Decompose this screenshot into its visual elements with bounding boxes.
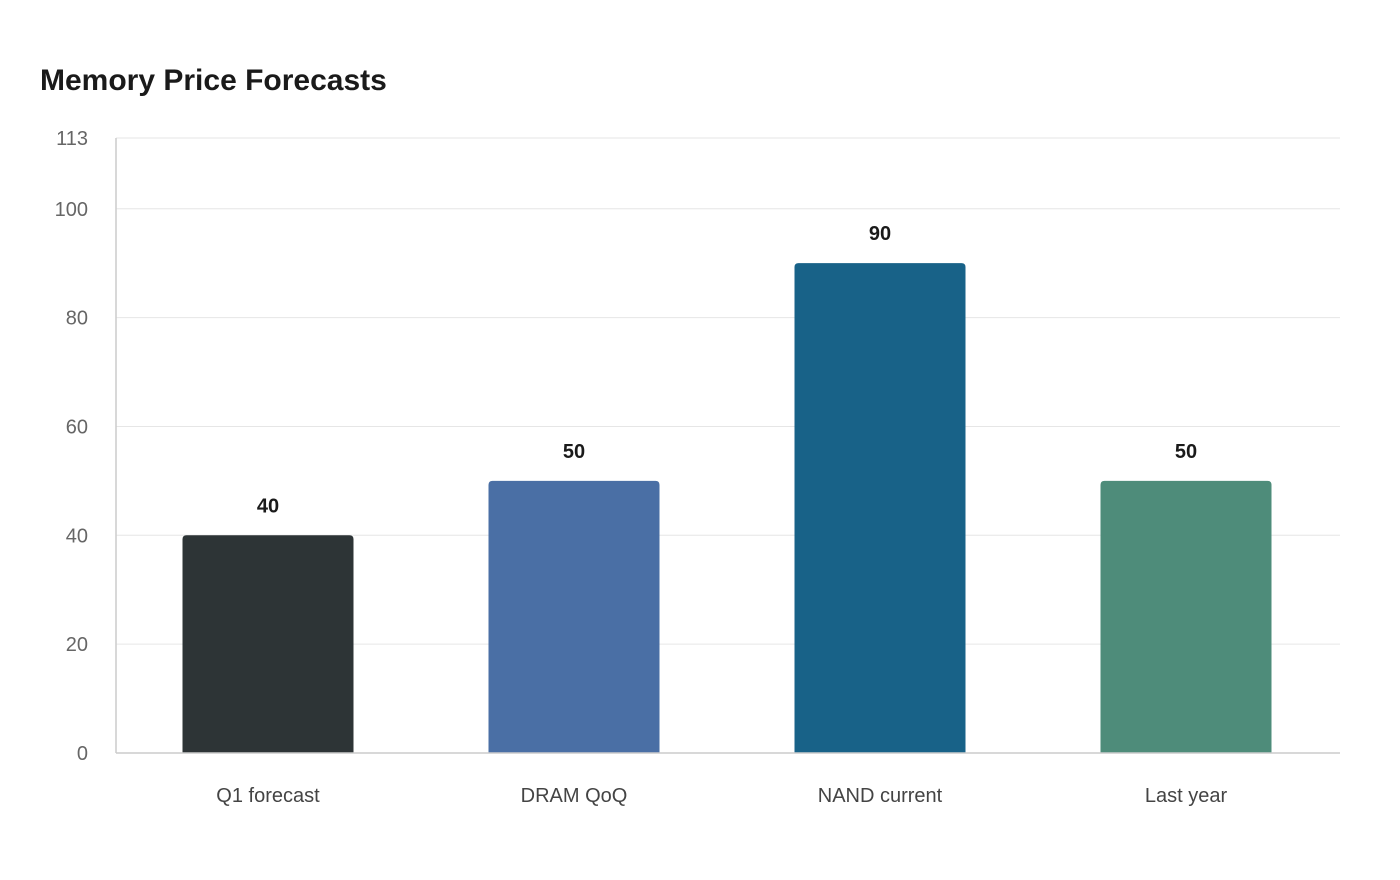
value-label: 50	[563, 441, 585, 463]
value-label: 40	[257, 495, 279, 517]
x-axis-ticks: Q1 forecast DRAM QoQ NAND current Last year	[216, 785, 1227, 807]
y-axis-ticks: 0 20 40 60 80 100 113	[55, 128, 88, 765]
y-tick-label: 100	[55, 199, 88, 221]
x-tick-label: Last year	[1145, 785, 1228, 807]
bar-nand-current	[794, 263, 966, 753]
y-tick-label: 60	[66, 416, 88, 438]
value-label: 90	[869, 223, 891, 245]
value-labels: 40 50 90 50	[257, 223, 1197, 517]
y-tick-label: 40	[66, 525, 88, 547]
y-tick-label: 113	[56, 128, 88, 150]
bars	[182, 263, 1272, 753]
chart-title: Memory Price Forecasts	[40, 64, 387, 97]
y-tick-label: 20	[66, 634, 88, 656]
value-label: 50	[1175, 441, 1197, 463]
bar-last-year	[1100, 480, 1272, 753]
x-tick-label: DRAM QoQ	[521, 785, 628, 807]
x-tick-label: NAND current	[818, 785, 943, 807]
y-tick-label: 80	[66, 308, 88, 330]
bar-dram-qoq	[488, 480, 660, 753]
bar-q1-forecast	[182, 535, 354, 753]
x-tick-label: Q1 forecast	[216, 785, 320, 807]
y-tick-label: 0	[77, 743, 88, 765]
